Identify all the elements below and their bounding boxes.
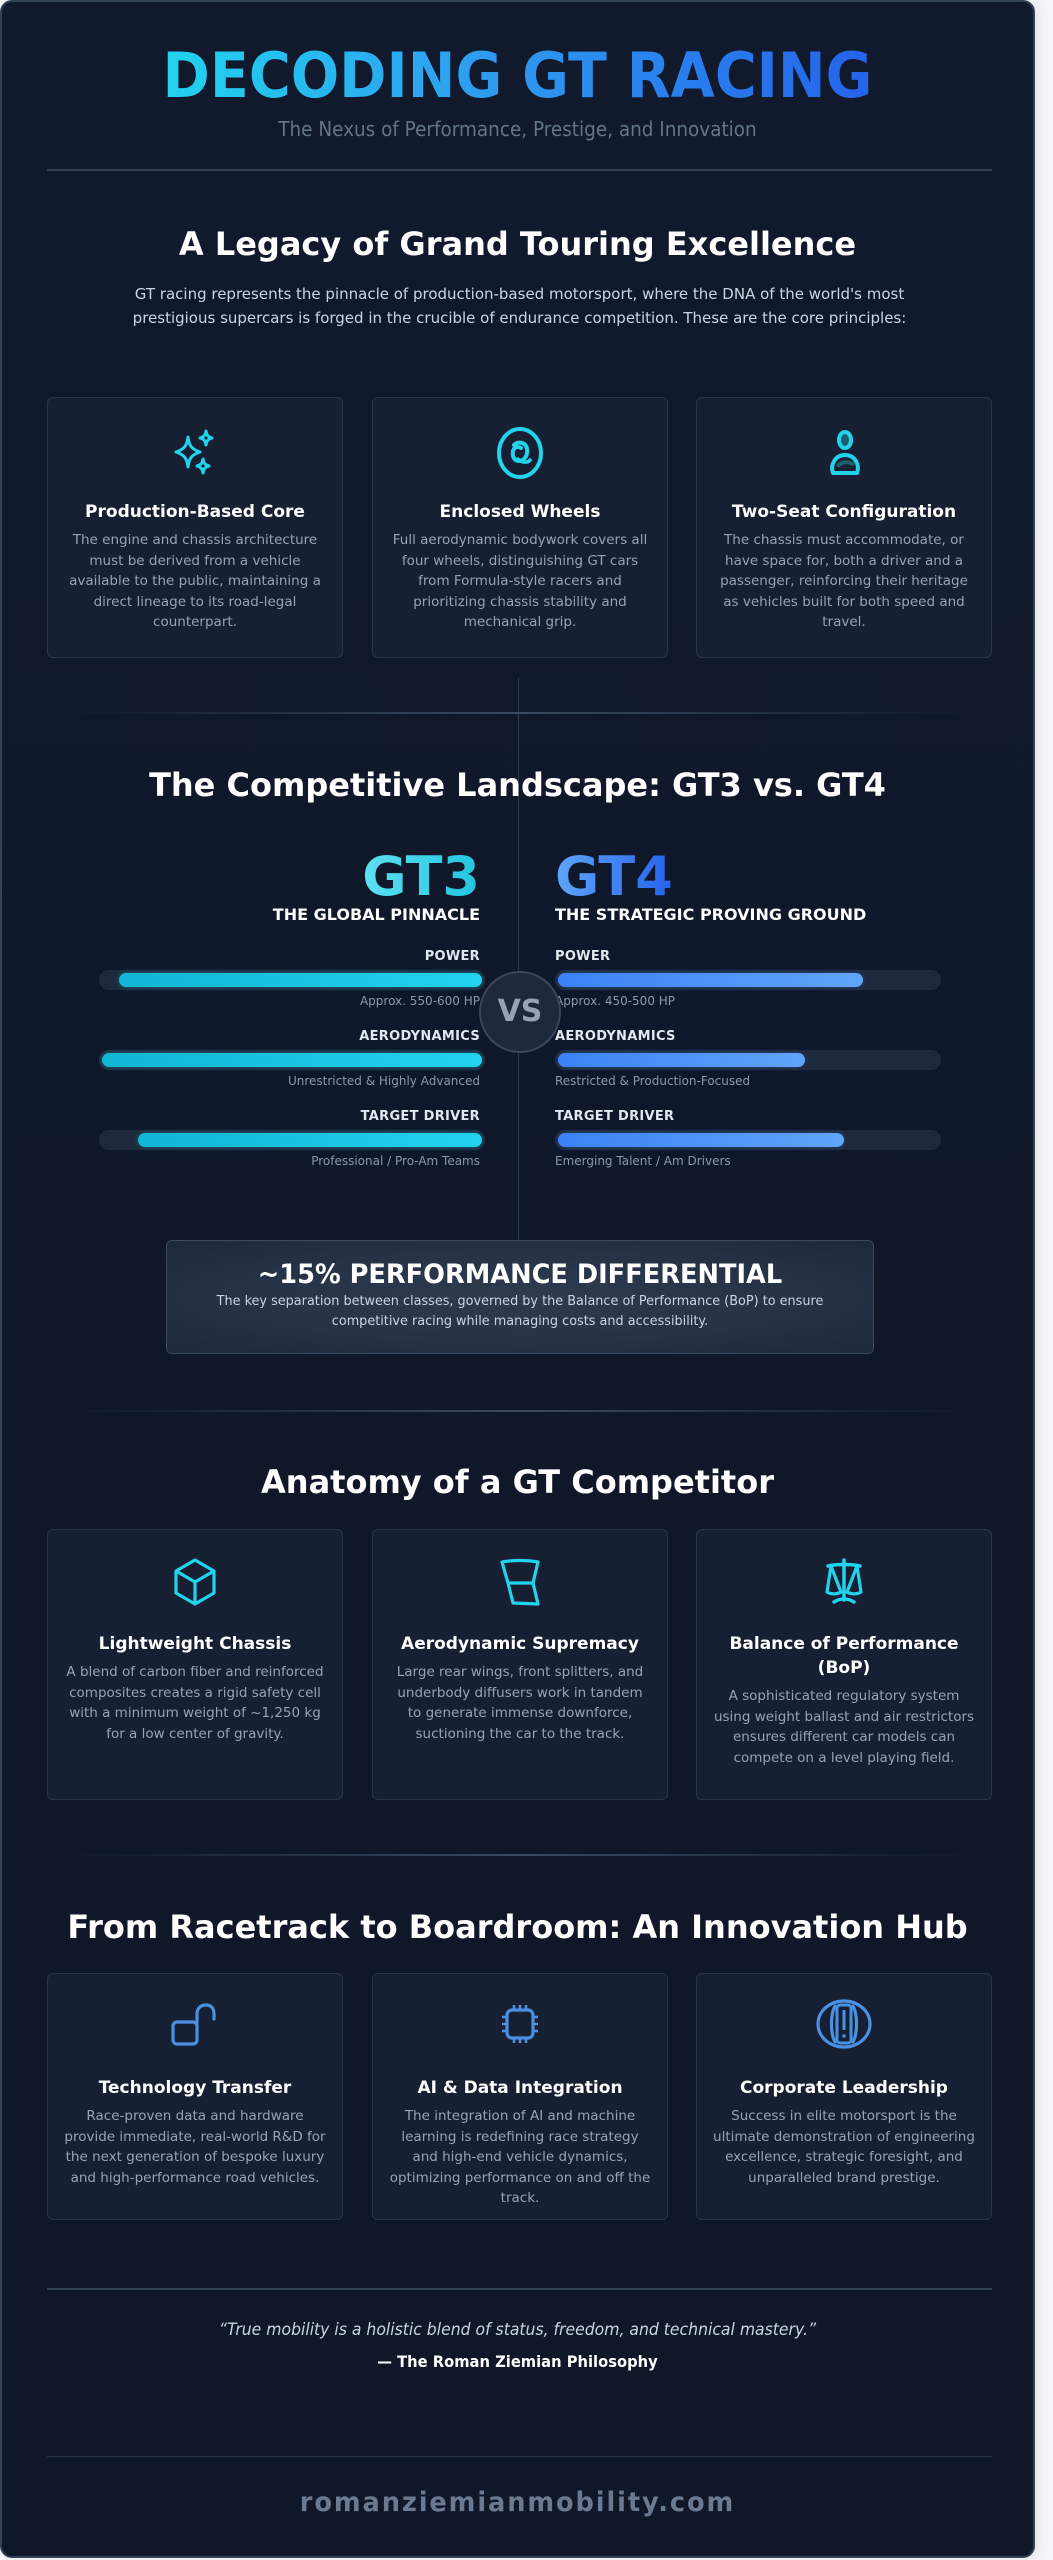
innovation-heading: From Racetrack to Boardroom: An Innovati… <box>67 1908 968 1946</box>
cube-icon <box>174 1558 216 1606</box>
card-title: Production-Based Core <box>85 502 305 522</box>
section-divider <box>62 1410 977 1412</box>
gt4-driver-bar <box>555 1130 941 1150</box>
gt3-driver-label: TARGET DRIVER <box>360 1109 480 1124</box>
scale-icon <box>825 1558 863 1604</box>
gt3-power-value: Approx. 550-600 HP <box>359 994 480 1008</box>
section-divider <box>62 1854 977 1856</box>
card-title: Corporate Leadership <box>740 2078 948 2098</box>
main-title: DECODING GT RACING <box>162 39 873 112</box>
wheel-icon <box>497 427 543 479</box>
card-text: Success in elite motorsport is the ultim… <box>713 2108 975 2186</box>
card-text: Race-proven data and hardware provide im… <box>64 2108 326 2186</box>
card-title: Technology Transfer <box>98 2078 292 2098</box>
card-aerodynamic-supremacy: Aerodynamic Supremacy Large rear wings, … <box>372 1529 668 1800</box>
gt4-aero-value: Restricted & Production-Focused <box>555 1074 751 1088</box>
card-text: Full aerodynamic bodywork covers all fou… <box>392 532 648 630</box>
gt3-tagline: THE GLOBAL PINNACLE <box>272 905 480 924</box>
gt3-driver-value: Professional / Pro-Am Teams <box>311 1154 480 1168</box>
chip-icon <box>502 2005 538 2043</box>
anatomy-heading: Anatomy of a GT Competitor <box>261 1463 774 1501</box>
subtitle: The Nexus of Performance, Prestige, and … <box>278 117 757 141</box>
legacy-heading: A Legacy of Grand Touring Excellence <box>178 225 857 263</box>
unlock-icon <box>171 2003 216 2046</box>
gt4-aero-fill <box>558 1053 806 1067</box>
card-ai-data-integration: AI & Data Integration The integration of… <box>372 1973 668 2220</box>
gt3-driver-bar <box>99 1130 485 1150</box>
differential-title: ~15% PERFORMANCE DIFFERENTIAL <box>257 1259 783 1290</box>
card-text: A sophisticated regulatory system using … <box>713 1688 975 1766</box>
card-text: A blend of carbon fiber and reinforced c… <box>66 1664 324 1742</box>
center-divider-line <box>518 678 519 1240</box>
card-title: Enclosed Wheels <box>439 502 601 522</box>
gt4-power-value: Approx. 450-500 HP <box>555 994 676 1008</box>
card-lightweight-chassis: Lightweight Chassis A blend of carbon fi… <box>47 1529 343 1800</box>
globe-icon <box>816 1999 872 2049</box>
gt4-power-bar <box>555 970 941 990</box>
gt4-aero-bar <box>555 1050 941 1070</box>
card-technology-transfer: Technology Transfer Race-proven data and… <box>47 1973 343 2220</box>
header-divider <box>47 169 992 171</box>
gt4-driver-fill <box>558 1133 844 1147</box>
gt4-aero-label: AERODYNAMICS <box>555 1029 676 1044</box>
gt3-aero-value: Unrestricted & Highly Advanced <box>287 1074 480 1088</box>
quote-attribution: — The Roman Ziemian Philosophy <box>377 2352 658 2371</box>
card-two-seat-configuration: Two-Seat Configuration The chassis must … <box>696 397 992 658</box>
gt4-power-label: POWER <box>555 949 611 964</box>
vs-badge: VS <box>479 971 561 1053</box>
user-icon <box>830 430 860 475</box>
gt3-power-fill <box>119 973 482 987</box>
gt3-driver-fill <box>138 1133 482 1147</box>
gt3-power-label: POWER <box>424 949 480 964</box>
card-title: Aerodynamic Supremacy <box>401 1634 639 1654</box>
card-title: Two-Seat Configuration <box>731 502 957 522</box>
gt3-aero-fill <box>102 1053 482 1067</box>
gt3-power-bar <box>99 970 485 990</box>
sparkles-icon <box>174 429 214 475</box>
card-text: The integration of AI and machine learni… <box>389 2108 651 2206</box>
philosophy-quote: “True mobility is a holistic blend of st… <box>218 2320 817 2340</box>
card-text: The chassis must accommodate, or have sp… <box>720 532 968 630</box>
legacy-intro: GT racing represents the pinnacle of pro… <box>132 285 907 327</box>
gt4-driver-label: TARGET DRIVER <box>555 1109 675 1124</box>
comparison-heading: The Competitive Landscape: GT3 vs. GT4 <box>149 766 886 804</box>
card-text: The engine and chassis architecture must… <box>69 532 321 630</box>
gt3-title: GT3 <box>362 845 480 908</box>
section-divider <box>62 712 977 714</box>
card-balance-of-performance: Balance of Performance (BoP) A sophistic… <box>696 1529 992 1800</box>
quote-divider <box>47 2288 992 2290</box>
card-corporate-leadership: Corporate Leadership Success in elite mo… <box>696 1973 992 2220</box>
card-text: Large rear wings, front splitters, and u… <box>396 1664 644 1742</box>
wing-icon <box>500 1558 540 1606</box>
card-title: Balance of Performance (BoP) <box>729 1634 959 1678</box>
gt4-title: GT4 <box>555 845 673 908</box>
card-enclosed-wheels: Enclosed Wheels Full aerodynamic bodywor… <box>372 397 668 658</box>
gt4-driver-value: Emerging Talent / Am Drivers <box>555 1154 731 1168</box>
card-production-based-core: Production-Based Core The engine and cha… <box>47 397 343 658</box>
differential-text: The key separation between classes, gove… <box>216 1293 824 1329</box>
gt3-aero-label: AERODYNAMICS <box>359 1029 480 1044</box>
card-title: AI & Data Integration <box>417 2078 623 2098</box>
gt4-power-fill <box>558 973 863 987</box>
footer-divider <box>47 2456 992 2457</box>
performance-differential-box: ~15% PERFORMANCE DIFFERENTIAL The key se… <box>166 1240 874 1354</box>
gt3-aero-bar <box>99 1050 485 1070</box>
gt4-tagline: THE STRATEGIC PROVING GROUND <box>555 905 867 924</box>
card-title: Lightweight Chassis <box>98 1634 292 1654</box>
footer-website-link[interactable]: romanziemianmobility.com <box>299 2487 736 2518</box>
